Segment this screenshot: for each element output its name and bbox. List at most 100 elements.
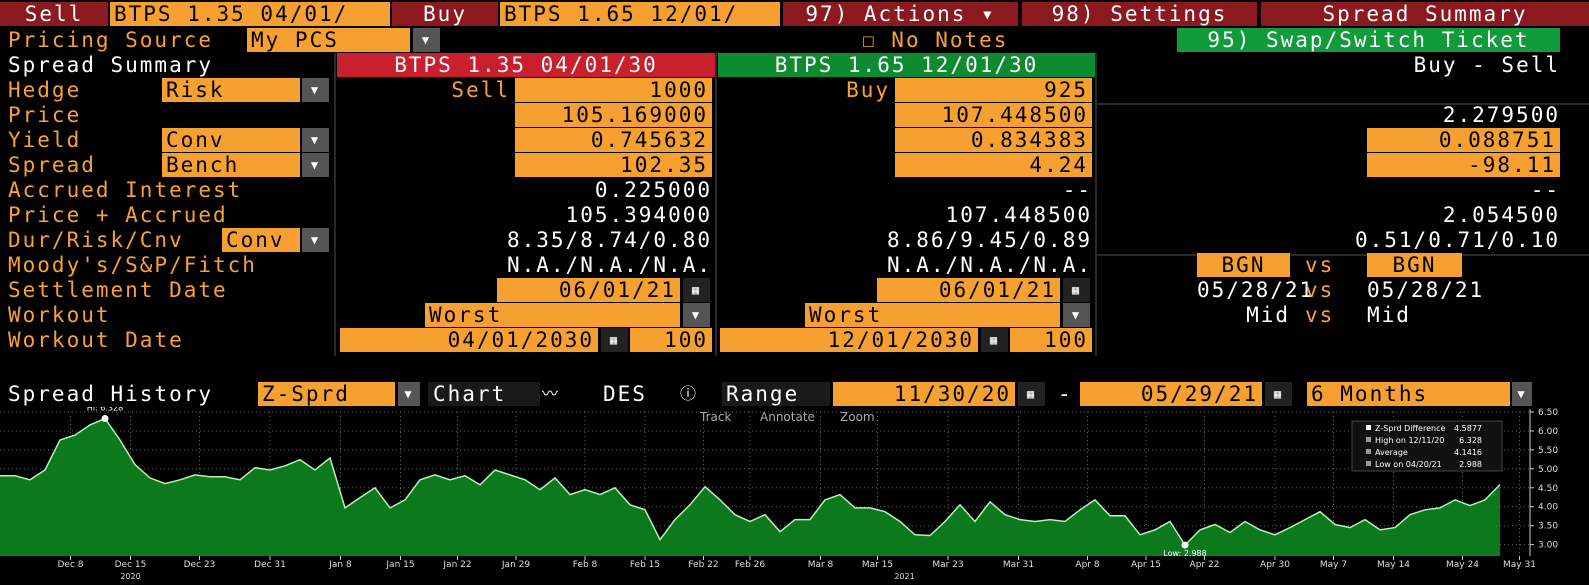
row-label: Price + Accrued bbox=[8, 203, 228, 227]
dropdown[interactable]: ▼ bbox=[302, 228, 329, 252]
vs: vs bbox=[1305, 303, 1335, 327]
buy-security[interactable]: BTPS 1.65 12/01/ bbox=[500, 2, 780, 26]
diff[interactable]: 0.088751 bbox=[1367, 128, 1560, 152]
dropdown[interactable]: ▼ bbox=[302, 78, 329, 102]
diff: 0.51/0.71/0.10 bbox=[1354, 228, 1560, 252]
row-label: Hedge bbox=[8, 78, 82, 102]
calendar[interactable]: ▦ bbox=[1265, 382, 1292, 406]
option[interactable]: Conv bbox=[162, 128, 300, 152]
history-label: Spread History bbox=[8, 382, 214, 406]
row-label: Accrued Interest bbox=[8, 178, 243, 202]
actions-button[interactable]: 97) Actions ▾ bbox=[783, 2, 1018, 26]
x-tick-label: May 7 bbox=[1320, 560, 1347, 570]
input[interactable]: 102.35 bbox=[515, 153, 712, 177]
x-tick-label: May 14 bbox=[1377, 560, 1410, 570]
swap-ticket-button[interactable]: 95) Swap/Switch Ticket bbox=[1177, 28, 1560, 52]
divider bbox=[1097, 103, 1589, 105]
header-a: BTPS 1.35 04/01/30 bbox=[337, 53, 715, 77]
annotation: Hi: 6.328 bbox=[87, 407, 123, 413]
spread-summary-button[interactable]: Spread Summary bbox=[1261, 2, 1589, 26]
date-input[interactable]: 12/01/2030 bbox=[720, 328, 978, 352]
notes[interactable]: ☐ No Notes bbox=[862, 28, 1009, 52]
des-button[interactable]: DES bbox=[603, 382, 647, 406]
input[interactable]: 105.169000 bbox=[515, 103, 712, 127]
x-tick-label: Feb 8 bbox=[573, 560, 598, 570]
calendar[interactable]: ▦ bbox=[981, 328, 1008, 352]
x-tick-label: Jan 22 bbox=[442, 560, 471, 570]
diff-right: 05/28/21 bbox=[1367, 278, 1485, 302]
value: -- bbox=[1062, 178, 1092, 202]
x-tick-label: Feb 26 bbox=[735, 560, 766, 570]
legend-swatch bbox=[1366, 425, 1371, 430]
divider bbox=[1097, 254, 1589, 256]
option[interactable]: Bench bbox=[162, 153, 300, 177]
dropdown[interactable]: ▼ bbox=[683, 303, 710, 327]
calendar[interactable]: ▦ bbox=[601, 328, 628, 352]
divider bbox=[334, 53, 336, 356]
workout-input[interactable]: Worst bbox=[425, 303, 680, 327]
value: 107.448500 bbox=[945, 203, 1092, 227]
annotation: Low: 2.988 bbox=[1163, 549, 1206, 558]
input[interactable]: 0.745632 bbox=[515, 128, 712, 152]
date-input[interactable]: 06/01/21 bbox=[497, 278, 680, 302]
dropdown[interactable]: ▼ bbox=[413, 28, 440, 52]
y-tick-label: 6.50 bbox=[1538, 408, 1558, 418]
range-label: Range bbox=[722, 382, 830, 406]
x-tick-label: Mar 23 bbox=[932, 560, 963, 570]
x-tick-label: Apr 15 bbox=[1131, 560, 1161, 570]
y-tick-label: 5.00 bbox=[1538, 465, 1558, 475]
row-label: Price bbox=[8, 103, 82, 127]
legend-swatch bbox=[1366, 449, 1371, 454]
input[interactable]: 925 bbox=[895, 78, 1092, 102]
measure[interactable]: Z-Sprd bbox=[258, 382, 395, 406]
date-input[interactable]: 06/01/21 bbox=[877, 278, 1060, 302]
legend-value: 2.988 bbox=[1459, 460, 1482, 469]
legend-label: Low on 04/20/21 bbox=[1375, 460, 1442, 469]
period[interactable]: 6 Months bbox=[1307, 382, 1510, 406]
row-label: Yield bbox=[8, 128, 82, 152]
dropdown[interactable]: ▼ bbox=[398, 382, 420, 406]
dropdown[interactable]: ▼ bbox=[1512, 382, 1532, 406]
option[interactable]: Risk bbox=[162, 78, 300, 102]
end-date[interactable]: 05/29/21 bbox=[1080, 382, 1262, 406]
calendar[interactable]: ▦ bbox=[683, 278, 710, 302]
input[interactable]: 107.448500 bbox=[895, 103, 1092, 127]
input[interactable]: 4.24 bbox=[895, 153, 1092, 177]
input[interactable]: 1000 bbox=[515, 78, 712, 102]
legend-label: Z-Sprd Difference bbox=[1375, 424, 1445, 433]
notes-text: No Notes bbox=[891, 28, 1009, 52]
header-diff: Buy - Sell bbox=[1413, 53, 1560, 77]
calendar[interactable]: ▦ bbox=[1063, 278, 1090, 302]
date-input[interactable]: 04/01/2030 bbox=[340, 328, 598, 352]
option[interactable]: Conv bbox=[222, 228, 300, 252]
sell-security[interactable]: BTPS 1.35 04/01/ bbox=[110, 2, 390, 26]
pricing-source[interactable]: My PCS bbox=[247, 28, 410, 52]
spread-chart: 3.00 3.50 4.00 4.50 5.00 5.50 6.00 6.50 Dec 8 Dec… bbox=[0, 407, 1558, 581]
side-label: Buy bbox=[846, 78, 890, 102]
dropdown[interactable]: ▼ bbox=[1063, 303, 1090, 327]
diff-left[interactable]: BGN bbox=[1197, 253, 1290, 277]
chart-button[interactable]: Chart bbox=[428, 382, 540, 406]
settings-button[interactable]: 98) Settings bbox=[1022, 2, 1257, 26]
dropdown[interactable]: ▼ bbox=[302, 128, 329, 152]
dropdown[interactable]: ▼ bbox=[302, 153, 329, 177]
legend-label: High on 12/11/20 bbox=[1375, 436, 1444, 445]
buy-label: Buy bbox=[392, 2, 498, 26]
x-tick-label: Jan 29 bbox=[501, 560, 530, 570]
diff-right[interactable]: BGN bbox=[1367, 253, 1462, 277]
row-label: Moody's/S&P/Fitch bbox=[8, 253, 257, 277]
workout-input[interactable]: Worst bbox=[805, 303, 1060, 327]
y-tick-label: 4.00 bbox=[1538, 503, 1558, 513]
price-input[interactable]: 100 bbox=[630, 328, 712, 352]
x-tick-label: Dec 15 bbox=[115, 560, 147, 570]
price-input[interactable]: 100 bbox=[1010, 328, 1092, 352]
x-tick-label: Feb 22 bbox=[688, 560, 718, 570]
diff[interactable]: -98.11 bbox=[1367, 153, 1560, 177]
legend-label: Average bbox=[1375, 448, 1408, 457]
diff-left: Mid bbox=[1246, 303, 1290, 327]
value: 8.35/8.74/0.80 bbox=[506, 228, 712, 252]
start-date[interactable]: 11/30/20 bbox=[833, 382, 1015, 406]
input[interactable]: 0.834383 bbox=[895, 128, 1092, 152]
calendar[interactable]: ▦ bbox=[1018, 382, 1045, 406]
